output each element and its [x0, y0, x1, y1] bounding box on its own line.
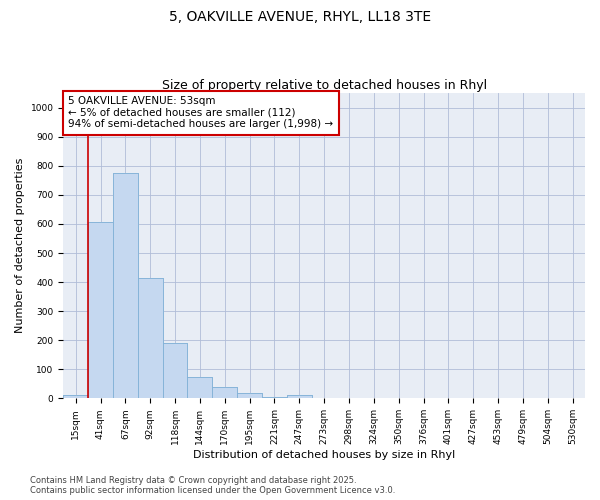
Bar [163, 343, 187, 398]
Bar [212, 386, 237, 398]
Text: 5, OAKVILLE AVENUE, RHYL, LL18 3TE: 5, OAKVILLE AVENUE, RHYL, LL18 3TE [169, 10, 431, 24]
Bar [63, 395, 88, 398]
Title: Size of property relative to detached houses in Rhyl: Size of property relative to detached ho… [161, 79, 487, 92]
Text: Contains HM Land Registry data © Crown copyright and database right 2025.
Contai: Contains HM Land Registry data © Crown c… [30, 476, 395, 495]
Bar [287, 395, 312, 398]
Bar [163, 343, 187, 398]
Y-axis label: Number of detached properties: Number of detached properties [15, 158, 25, 334]
Bar [262, 397, 287, 398]
Bar [138, 278, 163, 398]
Bar [237, 393, 262, 398]
X-axis label: Distribution of detached houses by size in Rhyl: Distribution of detached houses by size … [193, 450, 455, 460]
Bar [88, 222, 113, 398]
Bar [88, 222, 113, 398]
Bar [138, 278, 163, 398]
Text: 5 OAKVILLE AVENUE: 53sqm
← 5% of detached houses are smaller (112)
94% of semi-d: 5 OAKVILLE AVENUE: 53sqm ← 5% of detache… [68, 96, 334, 130]
Bar [262, 397, 287, 398]
Bar [287, 395, 312, 398]
Bar [113, 173, 138, 398]
Bar [237, 393, 262, 398]
Bar [63, 395, 88, 398]
Bar [187, 376, 212, 398]
Bar [113, 173, 138, 398]
Bar [212, 386, 237, 398]
Bar [187, 376, 212, 398]
